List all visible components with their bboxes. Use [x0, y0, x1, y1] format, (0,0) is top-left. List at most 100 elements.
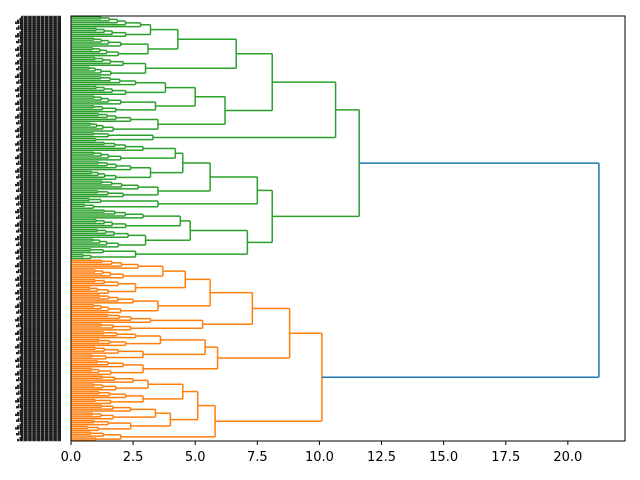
leaf-label: [21, 421, 61, 424]
leaf-label: [21, 83, 61, 86]
leaf-label: [17, 154, 61, 158]
leaf-label: [18, 65, 61, 69]
leaf-label: [16, 54, 61, 57]
leaf-label: [16, 27, 61, 30]
leaf-label: [18, 174, 61, 177]
leaf-label-gap: [27, 16, 29, 441]
leaf-label: [18, 120, 61, 123]
x-tick-label: 2.5: [123, 450, 144, 465]
leaf-label: [18, 336, 61, 339]
leaf-stubs: [71, 16, 152, 441]
leaf-label: [15, 102, 61, 106]
leaf-label: [18, 404, 61, 407]
leaf-label: [21, 434, 61, 438]
leaf-label: [18, 106, 61, 109]
leaf-label: [15, 386, 61, 390]
x-tick-label: 15.0: [429, 450, 458, 465]
leaf-label: [17, 181, 61, 185]
leaf-label: [16, 94, 61, 98]
leaf-label: [18, 133, 61, 137]
leaf-label: [15, 156, 61, 160]
leaf-label: [15, 89, 61, 92]
leaf-label: [15, 143, 61, 146]
leaf-label: [15, 170, 61, 173]
leaf-label: [17, 114, 61, 117]
leaf-label-gap: [35, 16, 37, 441]
leaf-label: [15, 35, 61, 38]
leaf-label: [21, 191, 61, 194]
leaf-label: [16, 135, 61, 138]
leaf-label: [21, 245, 61, 249]
leaf-label: [18, 38, 61, 42]
leaf-label: [21, 205, 61, 208]
leaf-label: [21, 110, 61, 113]
leaf-label: [15, 278, 61, 281]
leaf-label: [17, 33, 61, 36]
leaf-label: [17, 87, 61, 90]
leaf-label: [17, 425, 61, 428]
leaf-label: [16, 203, 61, 206]
leaf-label: [21, 69, 61, 73]
leaf-label: [17, 208, 61, 212]
leaf-label: [18, 309, 61, 312]
leaf-label: [16, 67, 61, 71]
leaf-label: [17, 263, 61, 266]
leaf-label: [18, 255, 61, 258]
leaf-label: [18, 377, 61, 380]
leaf-label: [17, 438, 61, 442]
leaf-label: [16, 392, 61, 395]
leaf-label: [17, 303, 61, 307]
leaf-label: [21, 42, 61, 46]
x-tick-label: 17.5: [491, 450, 520, 465]
leaf-label: [18, 93, 61, 96]
leaf-label: [16, 108, 61, 111]
leaf-label: [17, 19, 61, 23]
leaf-label: [17, 276, 61, 279]
leaf-label: [17, 384, 61, 388]
leaf-label: [21, 313, 61, 316]
leaf-label: [15, 75, 61, 79]
leaf-label: [17, 235, 61, 239]
leaf-label: [15, 292, 61, 295]
leaf-label: [18, 52, 61, 55]
leaf-label: [16, 297, 61, 301]
x-tick-label: 10.0: [305, 450, 334, 465]
x-tick-label: 7.5: [247, 450, 268, 465]
leaf-label: [15, 427, 61, 430]
leaf-label: [16, 311, 61, 314]
leaf-label: [17, 330, 61, 334]
plot-frame: [70, 15, 626, 442]
leaf-label: [17, 127, 61, 131]
leaf-label: [16, 365, 61, 368]
leaf-label: [21, 123, 61, 127]
leaf-label-gap: [19, 16, 20, 441]
leaf-label: [16, 284, 61, 287]
leaf-label: [16, 81, 61, 84]
leaf-label: [18, 160, 61, 164]
leaf-label: [16, 243, 61, 247]
leaf-label: [15, 319, 61, 322]
leaf-label: [16, 378, 61, 382]
leaf-label-gap: [40, 16, 41, 441]
leaf-label: [15, 413, 61, 417]
leaf-label: [17, 344, 61, 347]
leaf-label: [16, 216, 61, 220]
leaf-label: [17, 398, 61, 401]
leaf-label: [18, 349, 61, 353]
leaf-label: [17, 46, 61, 50]
leaf-label: [21, 272, 61, 276]
leaf-label: [17, 141, 61, 144]
leaf-label: [18, 295, 61, 299]
leaf-label: [16, 338, 61, 341]
leaf-label: [18, 417, 61, 420]
leaf-label: [18, 322, 61, 326]
leaf-label: [21, 56, 61, 59]
leaf-label: [17, 317, 61, 320]
leaf-label: [16, 419, 61, 422]
x-tick-label: 12.5: [367, 450, 396, 465]
leaf-label: [16, 40, 61, 44]
leaf-label: [16, 230, 61, 233]
leaf-label: [21, 137, 61, 140]
leaf-label: [15, 210, 61, 214]
